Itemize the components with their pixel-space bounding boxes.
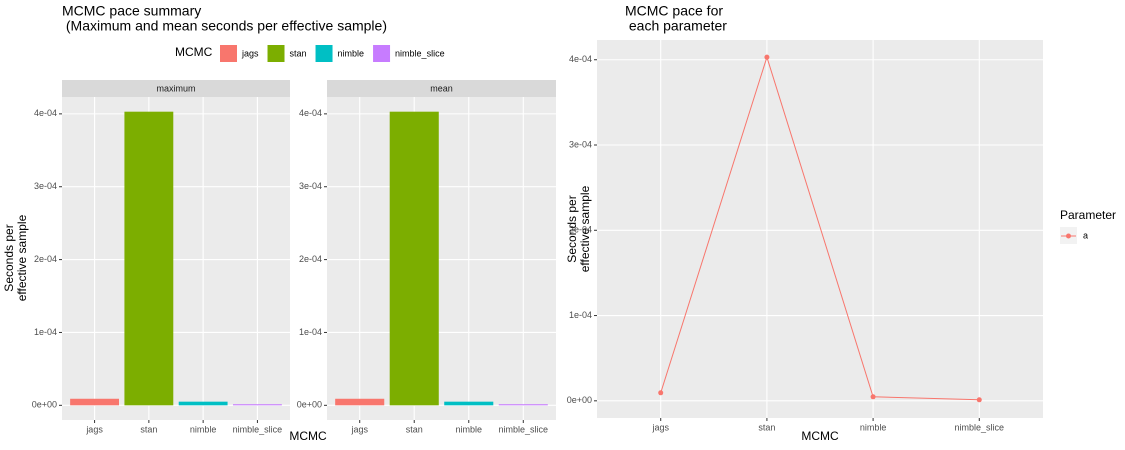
y-tick-label: 0e+00 bbox=[567, 395, 592, 405]
bar bbox=[178, 401, 228, 406]
chart-title: MCMC pace for bbox=[625, 3, 723, 19]
y-tick-label: 3e-04 bbox=[299, 181, 322, 191]
bar bbox=[389, 111, 439, 406]
y-tick-label: 2e-04 bbox=[34, 254, 57, 264]
legend-key bbox=[220, 45, 237, 62]
y-tick-label: 2e-04 bbox=[569, 225, 592, 235]
x-tick-label: stan bbox=[140, 424, 157, 434]
legend-title: Parameter bbox=[1060, 208, 1116, 222]
y-axis-label: Seconds per bbox=[2, 224, 16, 291]
bar bbox=[335, 398, 385, 406]
y-tick-label: 4e-04 bbox=[569, 54, 592, 64]
legend-key bbox=[373, 45, 391, 62]
chart-title: MCMC pace summary bbox=[62, 3, 201, 19]
y-tick-label: 1e-04 bbox=[569, 310, 592, 320]
bar bbox=[233, 404, 282, 406]
x-tick-label: jags bbox=[350, 424, 368, 434]
legend-label: nimble bbox=[338, 48, 365, 58]
x-tick-label: nimble_slice bbox=[499, 424, 549, 434]
y-axis-label: effective sample bbox=[15, 214, 29, 301]
y-tick-label: 0e+00 bbox=[32, 400, 57, 410]
x-tick-label: nimble_slice bbox=[955, 422, 1005, 432]
y-tick-label: 1e-04 bbox=[34, 327, 57, 337]
legend-key-point bbox=[1066, 233, 1071, 239]
legend-label: jags bbox=[241, 48, 259, 58]
x-tick-label: nimble bbox=[190, 424, 217, 434]
legend-key bbox=[315, 45, 333, 62]
point bbox=[764, 54, 770, 60]
panel-background bbox=[62, 97, 290, 420]
point bbox=[870, 394, 876, 400]
facet-label: mean bbox=[430, 83, 453, 93]
panel-background bbox=[327, 97, 556, 420]
line bbox=[660, 55, 980, 401]
x-tick-label: stan bbox=[406, 424, 423, 434]
bar bbox=[498, 404, 548, 406]
y-tick-label: 1e-04 bbox=[299, 327, 322, 337]
y-tick-label: 4e-04 bbox=[34, 108, 57, 118]
x-tick-label: nimble_slice bbox=[233, 424, 283, 434]
x-tick-label: jags bbox=[651, 422, 669, 432]
legend-title: MCMC bbox=[175, 45, 213, 59]
facet-strip bbox=[327, 80, 556, 97]
y-axis-label: Seconds per bbox=[565, 195, 579, 262]
chart-title: each parameter bbox=[625, 18, 727, 34]
x-tick-label: jags bbox=[85, 424, 103, 434]
y-tick-label: 4e-04 bbox=[299, 108, 322, 118]
chart-title: (Maximum and mean seconds per effective … bbox=[62, 18, 387, 34]
bar bbox=[124, 111, 174, 406]
legend-label: stan bbox=[290, 48, 307, 58]
y-tick-label: 0e+00 bbox=[297, 400, 322, 410]
y-tick-label: 2e-04 bbox=[299, 254, 322, 264]
legend-label: nimble_slice bbox=[395, 48, 445, 58]
panel-background bbox=[597, 40, 1043, 418]
x-axis-label: MCMC bbox=[801, 429, 839, 443]
x-axis-label: MCMC bbox=[289, 429, 327, 443]
legend-label: a bbox=[1083, 230, 1088, 240]
bar bbox=[70, 398, 119, 406]
y-tick-label: 3e-04 bbox=[34, 181, 57, 191]
point bbox=[658, 390, 664, 396]
bar bbox=[444, 401, 494, 406]
x-tick-label: nimble bbox=[860, 422, 887, 432]
point bbox=[976, 397, 982, 403]
x-tick-label: stan bbox=[758, 422, 775, 432]
y-tick-label: 3e-04 bbox=[569, 139, 592, 149]
y-axis-label: effective sample bbox=[578, 185, 592, 272]
x-tick-label: nimble bbox=[456, 424, 483, 434]
legend-key bbox=[267, 45, 285, 62]
facet-label: maximum bbox=[156, 83, 195, 93]
facet-strip bbox=[62, 80, 290, 97]
